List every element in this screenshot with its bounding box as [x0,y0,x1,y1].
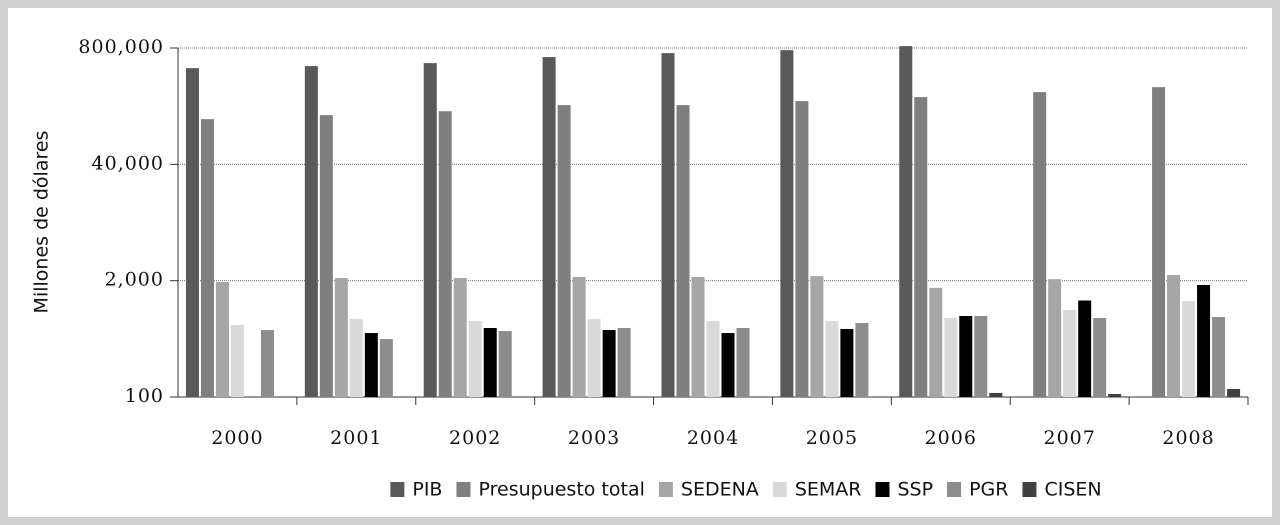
bar [989,392,1003,397]
x-tick-label: 2001 [330,427,382,449]
bar [899,46,913,397]
bar [1212,317,1226,397]
bar [1033,92,1047,397]
y-tick-label: 2,000 [105,269,164,291]
bar [974,316,988,397]
bar [825,321,839,397]
bar [483,328,497,397]
bar [1078,300,1092,397]
legend-label: SEDENA [681,479,759,501]
bar [855,323,869,397]
bar [1182,301,1196,397]
legend-label: PIB [412,479,442,501]
bar [587,319,601,397]
bar [498,331,512,397]
bar [468,321,482,397]
y-tick-label: 40,000 [92,152,164,174]
bar [334,278,348,397]
bar [423,63,437,397]
bar [914,97,928,397]
bar [230,325,244,397]
bar [944,318,958,397]
bar [676,105,690,397]
legend-swatch [658,482,673,497]
bar [557,105,571,397]
legend-swatch [1022,482,1037,497]
bar [959,316,973,397]
y-tick-label: 800,000 [78,36,164,58]
bar [840,329,854,397]
bar [736,328,750,397]
y-axis-label: Millones de dólares [31,131,53,314]
legend-label: SSP [897,479,933,501]
bar [260,330,274,397]
bar [1093,318,1107,397]
bar [215,282,229,397]
bar [661,53,675,397]
bar [200,119,214,397]
legend-swatch [456,482,471,497]
legend-swatch [947,482,962,497]
bar [1197,284,1211,397]
legend-label: Presupuesto total [478,479,644,501]
bar [1227,388,1241,397]
bar [349,319,363,397]
x-tick-label: 2007 [1043,427,1095,449]
bar [304,66,318,397]
legend-swatch [390,482,405,497]
bar [379,339,393,397]
bar [780,50,794,397]
legend-label: CISEN [1044,479,1101,501]
bar [929,287,943,397]
bar [1152,87,1166,397]
x-tick-label: 2006 [925,427,977,449]
bar [185,68,199,397]
bar [795,101,809,397]
bar [602,330,616,397]
bar [617,328,631,397]
y-tick-label: 100 [125,385,164,407]
legend-label: SEMAR [795,479,862,501]
bar [542,57,556,398]
x-tick-label: 2008 [1162,427,1214,449]
bar [1167,275,1181,397]
x-tick-label: 2003 [568,427,620,449]
bar [572,276,586,397]
bar [721,333,735,397]
bar [319,115,333,397]
legend-swatch [875,482,890,497]
x-tick-label: 2000 [211,427,263,449]
bar [706,321,720,397]
x-tick-label: 2005 [806,427,858,449]
bar [1108,394,1122,397]
bar [453,278,467,397]
bar [438,111,452,397]
x-tick-label: 2004 [687,427,739,449]
legend-swatch [772,482,787,497]
bar [364,333,378,397]
x-tick-label: 2002 [449,427,501,449]
bar [810,276,824,397]
bar [1048,279,1062,397]
bar [691,276,705,397]
legend-label: PGR [969,479,1008,501]
bar [1063,309,1077,397]
